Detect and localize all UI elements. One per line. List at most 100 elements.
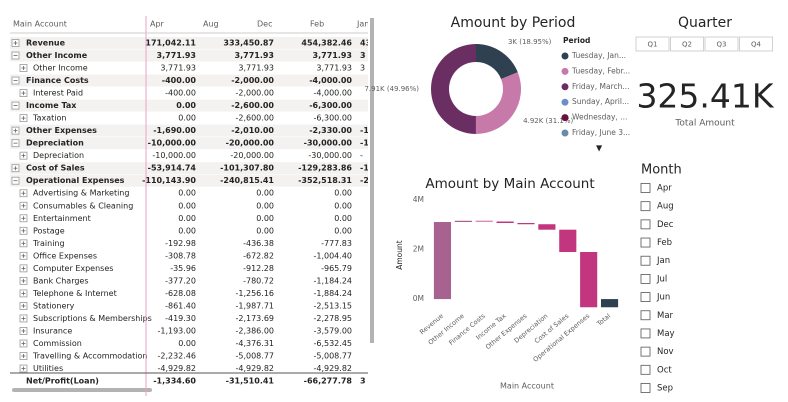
h-scrollbar[interactable] [12,388,152,392]
matrix-cell: 0.00 [334,226,352,235]
matrix-cell: -25 [360,176,375,185]
matrix-cell: -1,334.60 [153,377,196,386]
slicer-button[interactable] [635,36,670,52]
waterfall-bar[interactable] [454,220,472,223]
checkbox-label: Sep [657,383,673,393]
matrix-cell: -777.83 [321,239,352,248]
matrix-cell: 0.00 [256,226,274,235]
matrix-cell: 3,771.93 [235,51,274,60]
slicer-button[interactable] [704,36,739,52]
waterfall-bar[interactable] [433,222,452,300]
matrix-cell: -110,143.90 [142,176,196,185]
matrix-cell: -5,000.00 [386,139,429,148]
legend-label[interactable]: Friday, March... [572,82,630,91]
checkbox[interactable] [640,383,651,393]
data-label: 3K (18.95%) [508,38,552,46]
matrix-cell: -4,929.82 [313,364,352,373]
waterfall-bar[interactable] [475,220,493,222]
matrix-cell: -66,277.78 [304,377,353,386]
v-scrollbar[interactable] [370,18,374,343]
matrix-cell: -30,000.00 [304,139,353,148]
column-header: Jan [356,20,369,29]
legend-label[interactable]: Sunday, April... [572,97,629,106]
row-label: Entertainment [33,214,91,223]
checkbox-label: Aug [657,202,674,212]
matrix-cell: -400.00 [162,76,197,85]
matrix-cell: -377.20 [165,276,196,285]
row-label: Training [32,239,65,248]
row-label: Cost of Sales [26,164,85,173]
matrix-cell: -1,530.00 [386,126,429,135]
legend-title: Period [563,36,590,45]
month-slicer: Month Apr Aug Dec Feb Jan Jul Jun Mar May Nov Oct Se… [640,163,682,393]
matrix-cell: 3,771.93 [157,51,196,60]
legend-label[interactable]: Wednesday, ... [572,113,627,122]
checkbox[interactable] [640,273,651,284]
legend-label[interactable]: Friday, June 3... [572,128,630,137]
x-tick-label: Total [595,312,613,329]
matrix-cell: -2,000.00 [235,89,274,98]
matrix-cell: -912.28 [243,264,274,273]
matrix-cell: 0.00 [411,114,429,123]
waterfall-bar[interactable] [580,252,598,308]
legend-label[interactable]: Tuesday, Febr... [571,66,630,75]
matrix-cell: -780.72 [243,276,274,285]
total-label: Net/Profit(Loan) [26,377,99,386]
matrix-cell: 3 [360,51,366,60]
legend-scroll-arrow[interactable]: ▼ [596,144,603,153]
donut-slice[interactable] [430,43,476,134]
row-label: Taxation [32,114,66,123]
slicer-button-label: Q1 [648,41,658,49]
checkbox-label: Apr [657,184,672,194]
matrix-cell: -1 [360,164,369,173]
matrix-cell: 0.00 [178,201,196,210]
checkbox[interactable] [640,292,651,302]
waterfall-bar[interactable] [496,221,514,224]
row-label: Bank Charges [33,276,89,285]
checkbox[interactable] [640,328,651,339]
matrix-cell: -5,008.77 [313,352,352,361]
matrix-cell: -200.00 [395,76,430,85]
checkbox[interactable] [640,255,651,266]
checkbox-label: Nov [657,347,674,357]
waterfall-bar[interactable] [517,223,535,225]
checkbox[interactable] [640,346,651,357]
row-label: Insurance [33,326,72,335]
waterfall-bar[interactable] [538,224,556,230]
row-label: Income Tax [26,101,77,110]
matrix-cell: -4,000.00 [313,89,352,98]
checkbox[interactable] [640,310,651,321]
row-label: Other Expenses [26,126,97,135]
legend-marker [561,98,569,106]
matrix-cell: 0.00 [334,189,352,198]
legend-marker [561,114,569,122]
legend-marker [561,83,569,91]
matrix-cell: 3 [360,377,366,386]
matrix-cell: -1,256.16 [235,289,274,298]
matrix-cell: 0.00 [178,226,196,235]
checkbox[interactable] [640,219,651,230]
data-label: 7.91K (49.96%) [364,85,419,93]
checkbox[interactable] [640,237,651,248]
matrix-cell: 3,771.93 [238,64,274,73]
donut-slice[interactable] [475,72,521,134]
column-header: Aug [203,20,219,29]
waterfall-chart: Amount by Main Account Amount Main Account… [395,176,619,391]
waterfall-total-bar[interactable] [600,299,619,308]
matrix-cell: -175.44 [398,352,429,361]
slicer-button-label: Q3 [717,41,727,49]
donut-slice[interactable] [476,44,518,79]
slicer-button[interactable] [670,36,704,52]
matrix-cell: 0.00 [178,114,196,123]
matrix-cell: -2,600.00 [231,101,274,110]
checkbox[interactable] [640,183,651,193]
checkbox[interactable] [640,364,651,375]
checkbox-label: Feb [657,238,672,248]
matrix-cell: -53,838.61 [381,176,430,185]
legend-label[interactable]: Tuesday, Jan... [571,51,626,60]
slicer-button[interactable] [739,36,773,52]
matrix-cell: -2,010.00 [231,126,274,135]
waterfall-bar[interactable] [559,229,577,252]
checkbox[interactable] [640,201,651,212]
row-band [10,74,368,87]
